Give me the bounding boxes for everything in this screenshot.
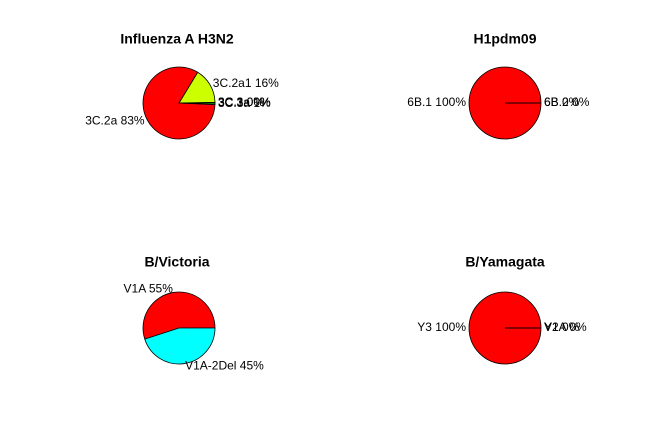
pie-title: B/Yamagata [465,254,545,270]
pie-title: B/Victoria [144,254,209,270]
pie-slice-label: V1A 0% [544,320,587,334]
pie-slice-label: 3C.2a1 16% [213,76,279,90]
pie-slice-label: 6B 0% [544,95,580,109]
pie-panel-h1pdm09: H1pdm09 6B.1 100% 6B 0%6B.2 0% [407,31,590,140]
pie-title: Influenza A H3N2 [120,31,234,47]
pie-panel-influenza-a-h3n2: Influenza A H3N2 3C.3a 0% 3C.2a1 16% 3C.2a … [85,31,279,140]
pie-slice-v1a-2del-45 [144,327,216,365]
pie-slice-label: 3C.3a 0% [218,95,271,109]
pie-slice-label: 3C.1 0% [218,95,264,109]
pie-slice-label: V1A 55% [124,282,174,296]
pie-slice-label: 6B.1 100% [407,95,466,109]
pie-slice-label: Y2 0% [544,320,580,334]
pie-panel-b-victoria: B/Victoria V1A 55% V1A-2Del 45% [124,254,265,373]
pie-slice-label: 3C.2a 83% [85,114,145,128]
pie-slice-v1a-55 [142,291,216,340]
pie-title: H1pdm09 [473,31,536,47]
pie-slice-label: 3C.3 0% [218,95,264,109]
pie-slice-label: V1A-2Del 45% [185,359,264,373]
pie-slice-label: Y3 100% [417,320,466,334]
pie-slice-label: 6B.2 0% [544,95,590,109]
pie-panel-b-yamagata: B/Yamagata Y3 100% Y2 0%V1A 0% [417,254,587,365]
pie-slice-label: 3C.3a 1% [218,96,271,110]
